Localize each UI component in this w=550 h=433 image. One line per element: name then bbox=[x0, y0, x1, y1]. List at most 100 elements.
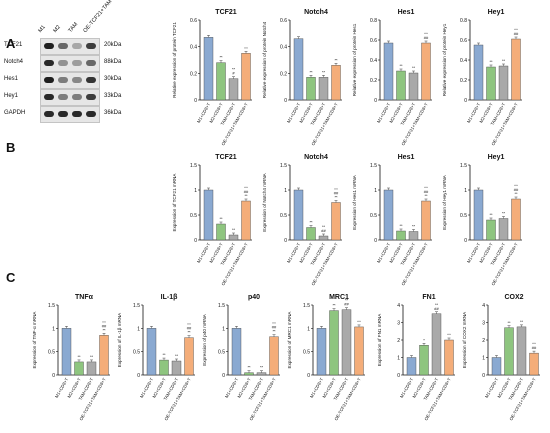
significance-mark: ** bbox=[247, 365, 251, 370]
blot-band bbox=[72, 43, 82, 49]
blot-band bbox=[44, 94, 54, 100]
y-axis-label: Expression of Notch4 mRNA bbox=[262, 172, 267, 231]
y-tick-label: 1.5 bbox=[370, 163, 377, 169]
y-axis-label: Relative expression of protein TCF21 bbox=[172, 22, 177, 98]
significance-mark: ## bbox=[514, 31, 519, 36]
y-tick-label: 0 bbox=[482, 373, 485, 379]
bar bbox=[383, 189, 394, 241]
y-axis-label: Relative expression of protein Notch4 bbox=[262, 21, 267, 98]
y-axis-label: Expression of COX2 mRNA bbox=[462, 311, 467, 368]
bar bbox=[408, 231, 419, 241]
bar bbox=[159, 359, 169, 376]
bar bbox=[431, 313, 442, 376]
bar bbox=[228, 78, 239, 101]
significance-mark: ## bbox=[102, 323, 107, 328]
y-tick-label: 0.8 bbox=[370, 18, 377, 24]
y-tick-label: 1 bbox=[52, 326, 55, 332]
y-tick-label: 0.5 bbox=[133, 350, 140, 356]
y-tick-label: 1 bbox=[464, 188, 467, 194]
blot-band-strip bbox=[40, 55, 100, 72]
bar bbox=[318, 77, 329, 101]
significance-mark: ^^ bbox=[447, 332, 451, 337]
significance-mark: ** bbox=[162, 352, 166, 357]
significance-mark: ## bbox=[244, 189, 249, 194]
significance-mark: ## bbox=[272, 325, 277, 330]
significance-mark: ** bbox=[272, 329, 276, 334]
y-tick-label: 1 bbox=[482, 356, 485, 362]
bar bbox=[498, 218, 509, 241]
y-tick-label: 0.2 bbox=[280, 71, 287, 77]
bar bbox=[216, 62, 226, 101]
blot-band bbox=[72, 60, 82, 66]
significance-mark: ## bbox=[344, 302, 349, 307]
y-tick-label: 0.4 bbox=[370, 58, 377, 64]
y-tick-label: 0.5 bbox=[190, 213, 197, 219]
bar bbox=[408, 72, 419, 101]
bar bbox=[331, 202, 341, 241]
y-axis-label: Expression of TNF-α mRNA bbox=[32, 311, 37, 369]
significance-mark: ** bbox=[412, 224, 416, 229]
blot-band bbox=[58, 43, 68, 49]
bar bbox=[74, 361, 84, 376]
significance-mark: ^^ bbox=[334, 187, 338, 192]
chart-title: FN1 bbox=[422, 294, 435, 301]
bar bbox=[396, 230, 406, 241]
y-tick-label: 0 bbox=[284, 238, 287, 244]
y-tick-label: 4 bbox=[482, 303, 485, 309]
significance-mark: ^^ bbox=[514, 183, 518, 188]
significance-mark: ^^ bbox=[514, 27, 518, 32]
significance-mark: # bbox=[232, 71, 235, 76]
significance-mark: ** bbox=[309, 220, 313, 225]
y-tick-label: 1 bbox=[284, 188, 287, 194]
chart-title: TCF21 bbox=[215, 9, 237, 16]
y-tick-label: 0 bbox=[194, 98, 197, 104]
bar bbox=[396, 70, 406, 101]
blot-kda-label: 88kDa bbox=[104, 59, 122, 65]
chart-title: Hey1 bbox=[488, 9, 505, 16]
bar bbox=[171, 360, 182, 376]
blot-band bbox=[58, 94, 68, 100]
significance-mark: ** bbox=[514, 191, 518, 196]
significance-mark: ** bbox=[399, 63, 403, 68]
y-tick-label: 0.2 bbox=[370, 78, 377, 84]
significance-mark: ** bbox=[232, 67, 236, 72]
significance-mark: ** bbox=[232, 227, 236, 232]
blot-band bbox=[44, 111, 54, 117]
y-tick-label: 0.5 bbox=[303, 350, 310, 356]
blot-band-strip bbox=[40, 106, 100, 123]
significance-mark: ## bbox=[321, 228, 326, 233]
bar bbox=[99, 335, 109, 376]
y-tick-label: 1 bbox=[194, 188, 197, 194]
blot-row-label: Hey1 bbox=[4, 93, 19, 99]
chart-title: Notch4 bbox=[304, 154, 328, 161]
y-tick-label: 0.8 bbox=[460, 18, 467, 24]
significance-mark: ** bbox=[332, 303, 336, 308]
significance-mark: ** bbox=[322, 224, 326, 229]
y-tick-label: 0.5 bbox=[280, 213, 287, 219]
bar bbox=[491, 357, 502, 376]
y-tick-label: 1 bbox=[222, 326, 225, 332]
significance-mark: ** bbox=[412, 65, 416, 70]
chart-title: TNFα bbox=[75, 294, 94, 301]
chart-title: MRC1 bbox=[329, 294, 349, 301]
blot-band bbox=[58, 111, 68, 117]
y-tick-label: 0 bbox=[284, 98, 287, 104]
y-tick-label: 1.5 bbox=[303, 303, 310, 309]
bar bbox=[216, 223, 226, 241]
y-tick-label: 0 bbox=[52, 373, 55, 379]
bar bbox=[331, 65, 341, 101]
bar bbox=[318, 235, 329, 241]
chart-title: Notch4 bbox=[304, 9, 328, 16]
blot-band-strip bbox=[40, 38, 100, 55]
blot-kda-label: 20kDa bbox=[104, 42, 122, 48]
y-tick-label: 0.4 bbox=[190, 45, 197, 51]
bar bbox=[306, 227, 316, 241]
blot-band bbox=[72, 111, 82, 117]
y-tick-label: 2 bbox=[482, 338, 485, 344]
bar bbox=[406, 357, 417, 376]
blot-row-label: Notch4 bbox=[4, 59, 24, 65]
significance-mark: ** bbox=[244, 193, 248, 198]
significance-mark: ** bbox=[345, 298, 349, 303]
significance-mark: * bbox=[423, 337, 425, 342]
significance-mark: ** bbox=[102, 327, 106, 332]
